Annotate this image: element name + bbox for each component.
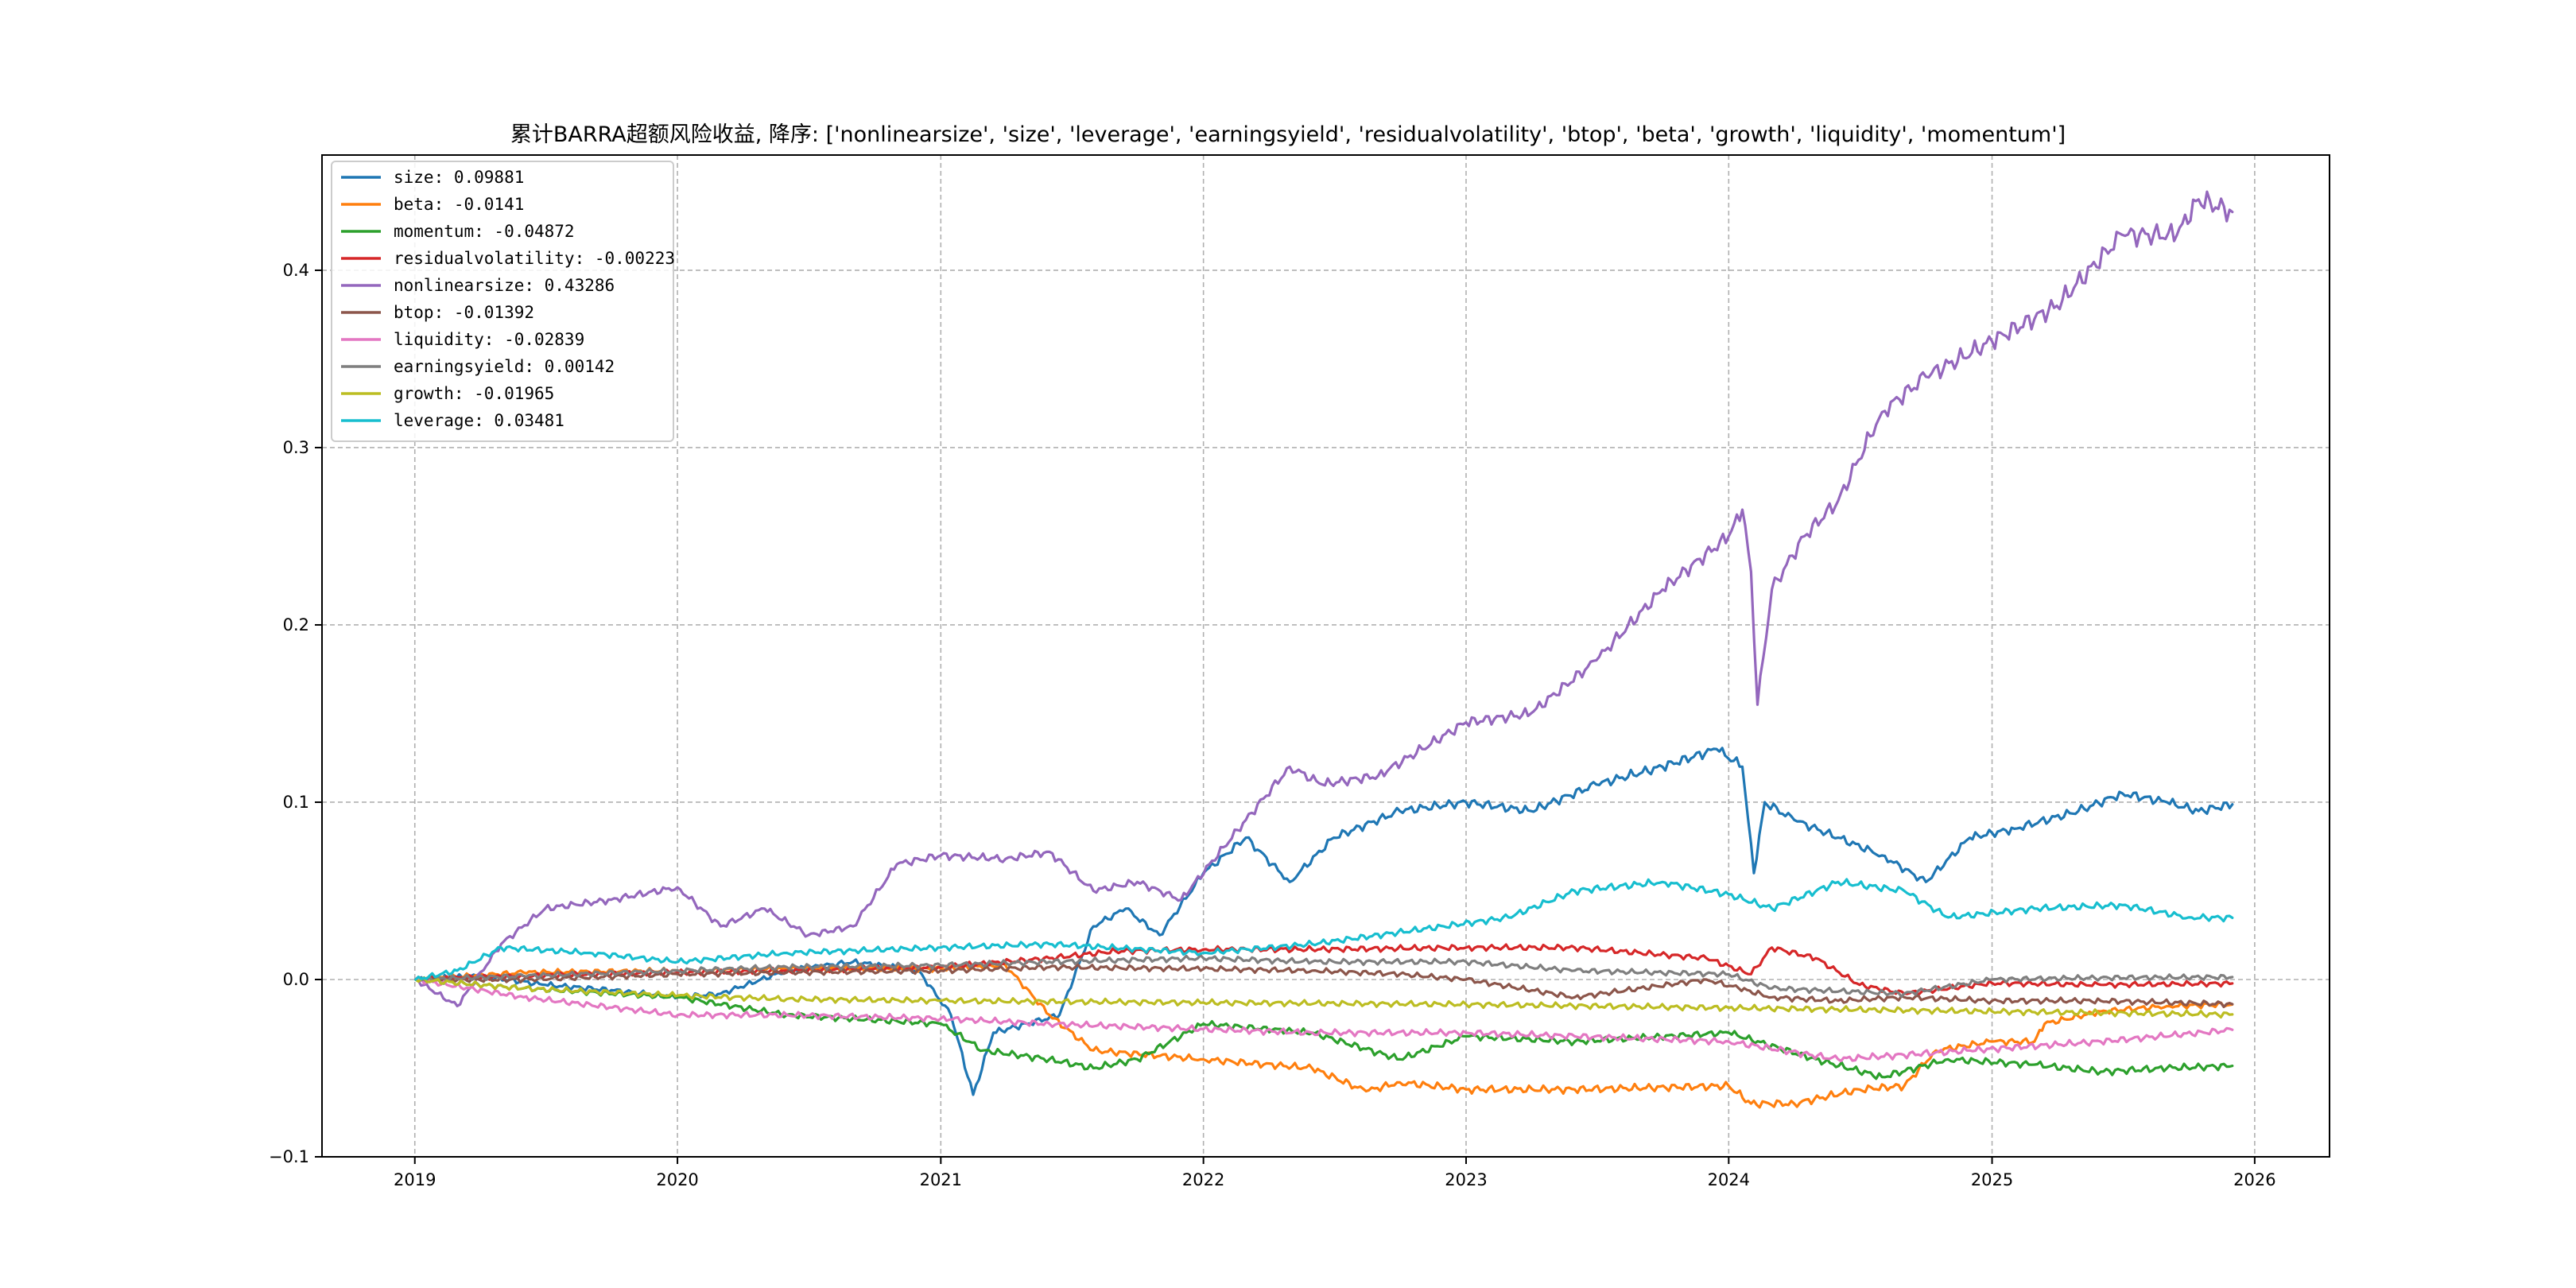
legend-label-growth: growth: -0.01965 — [394, 384, 554, 403]
series-line-earningsyield — [414, 953, 2234, 998]
legend-label-nonlinearsize: nonlinearsize: 0.43286 — [394, 276, 615, 295]
x-tick-label: 2021 — [920, 1170, 962, 1189]
x-tick-label: 2022 — [1182, 1170, 1224, 1189]
legend-label-momentum: momentum: -0.04872 — [394, 222, 575, 241]
y-tick-label: 0.1 — [283, 793, 309, 812]
x-tick-label: 2025 — [1971, 1170, 2013, 1189]
x-tick-label: 2020 — [656, 1170, 698, 1189]
axis-layer: 2019 2020 2021 2022 2023 2024 2025 2026 −0.1 0.0 0… — [269, 261, 2276, 1189]
series-line-nonlinearsize — [414, 190, 2234, 1007]
series-line-leverage — [414, 878, 2234, 981]
x-tick-label: 2026 — [2233, 1170, 2275, 1189]
legend: size: 0.09881 beta: -0.0141 momentum: -0.0… — [331, 161, 675, 442]
series-line-growth — [414, 976, 2234, 1019]
x-tick-label: 2024 — [1708, 1170, 1750, 1189]
legend-label-btop: btop: -0.01392 — [394, 303, 534, 322]
legend-label-residualvolatility: residualvolatility: -0.00223 — [394, 249, 675, 268]
y-tick-label: −0.1 — [269, 1147, 309, 1166]
legend-label-liquidity: liquidity: -0.02839 — [394, 330, 584, 349]
legend-box — [331, 161, 674, 442]
legend-label-size: size: 0.09881 — [394, 168, 524, 187]
series-line-liquidity — [414, 977, 2234, 1063]
series-line-momentum — [414, 976, 2234, 1080]
series-line-size — [414, 747, 2234, 1096]
y-tick-label: 0.2 — [283, 615, 309, 634]
y-tick-label: 0.3 — [283, 438, 309, 457]
x-tick-label: 2023 — [1445, 1170, 1487, 1189]
x-tick-label: 2019 — [394, 1170, 436, 1189]
plot-frame — [321, 154, 2330, 1158]
legend-label-leverage: leverage: 0.03481 — [394, 411, 564, 430]
series-layer — [414, 190, 2234, 1109]
chart-title: 累计BARRA超额风险收益, 降序: ['nonlinearsize', 'si… — [510, 122, 2066, 147]
legend-label-beta: beta: -0.0141 — [394, 195, 524, 214]
legend-label-earningsyield: earningsyield: 0.00142 — [394, 357, 615, 376]
series-line-btop — [414, 963, 2234, 1008]
y-tick-label: 0.0 — [283, 970, 309, 989]
y-tick-label: 0.4 — [283, 261, 309, 280]
